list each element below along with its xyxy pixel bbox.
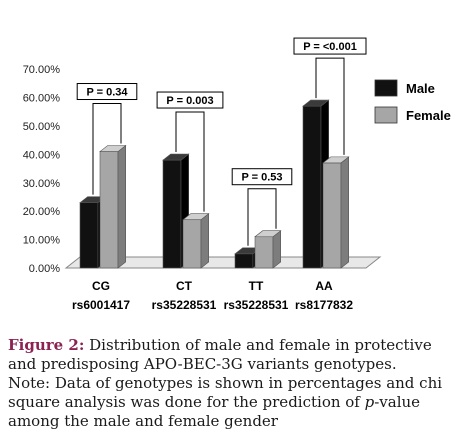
y-tick-label: 0.00% — [29, 263, 60, 275]
bar-female-CG-side — [117, 144, 126, 269]
p-value-box — [231, 168, 293, 186]
bar-male-TT-front — [234, 253, 254, 269]
x-tick-snp: rs35228531 — [152, 298, 217, 312]
bar-female-CT-front — [182, 219, 202, 269]
figure-note: Note: Data of genotypes is shown in perc… — [8, 374, 460, 431]
p-value-label: P = <0.001 — [303, 41, 357, 53]
x-tick-genotype: CG — [92, 279, 110, 293]
legend-label-male: Male — [406, 81, 435, 96]
p-bracket-TT — [247, 188, 277, 246]
p-value-label: P = 0.53 — [241, 172, 282, 184]
figure-caption-text: Distribution of male and female in prote… — [8, 336, 432, 373]
p-value-label: P = 0.34 — [86, 87, 128, 99]
bar-female-AA-front — [322, 162, 342, 269]
bar-female-AA-side — [340, 156, 350, 269]
p-bracket-CT — [175, 111, 205, 212]
bar-male-AA-top — [302, 99, 330, 107]
p-value-box — [76, 83, 138, 101]
bar-female-AA-top — [322, 156, 350, 164]
figure-label: Figure 2: — [8, 336, 85, 354]
p-value-box — [293, 37, 367, 55]
bar-female-CT-side — [200, 213, 209, 269]
y-tick-label: 10.00% — [23, 235, 61, 247]
bar-male-AA-front — [302, 105, 322, 269]
note-text-prefix: Note: Data of genotypes is shown in perc… — [8, 374, 443, 411]
bar-female-CG-front — [99, 151, 119, 269]
legend-swatch-female — [374, 106, 398, 124]
bar-female-TT-side — [272, 230, 282, 269]
note-p-italic: p — [364, 393, 375, 411]
x-tick-genotype: CT — [176, 279, 193, 293]
chart-area: 0.00% 10.00% 20.00% 30.00% 40.00% 50.00% 60.00… — [23, 37, 451, 312]
p-bracket-CG — [92, 103, 122, 195]
y-tick-label: 30.00% — [23, 178, 61, 190]
p-bracket-AA — [315, 57, 345, 155]
y-tick-label: 70.00% — [23, 64, 61, 76]
bar-male-CG-front — [79, 202, 99, 269]
legend-label-female: Female — [406, 108, 451, 123]
x-tick-genotype: AA — [315, 279, 333, 293]
bar-chart: 0.00% 10.00% 20.00% 30.00% 40.00% 50.00% 60.00… — [23, 37, 451, 312]
y-tick-label: 20.00% — [23, 206, 61, 218]
y-tick-label: 50.00% — [23, 121, 61, 133]
note-text-suffix: -value among the male and female gender — [8, 393, 421, 430]
bar-female-CT-top — [182, 213, 210, 221]
bar-female-CG-top — [99, 145, 127, 152]
y-tick-label: 40.00% — [23, 149, 61, 161]
bar-male-CT-front — [162, 159, 182, 269]
p-value-box — [156, 91, 224, 109]
bar-female-TT-top — [254, 230, 282, 238]
x-tick-snp: rs35228531 — [224, 298, 289, 312]
bar-male-CT-top — [162, 153, 190, 161]
figure-caption: Figure 2: Distribution of male and femal… — [8, 336, 460, 374]
y-tick-label: 60.00% — [23, 93, 61, 105]
x-tick-snp: rs8177832 — [295, 298, 353, 312]
x-tick-genotype: TT — [249, 279, 264, 293]
x-tick-snp: rs6001417 — [72, 298, 130, 312]
legend-swatch-male — [374, 79, 398, 97]
p-value-label: P = 0.003 — [166, 95, 213, 107]
bar-female-TT-front — [254, 236, 274, 269]
